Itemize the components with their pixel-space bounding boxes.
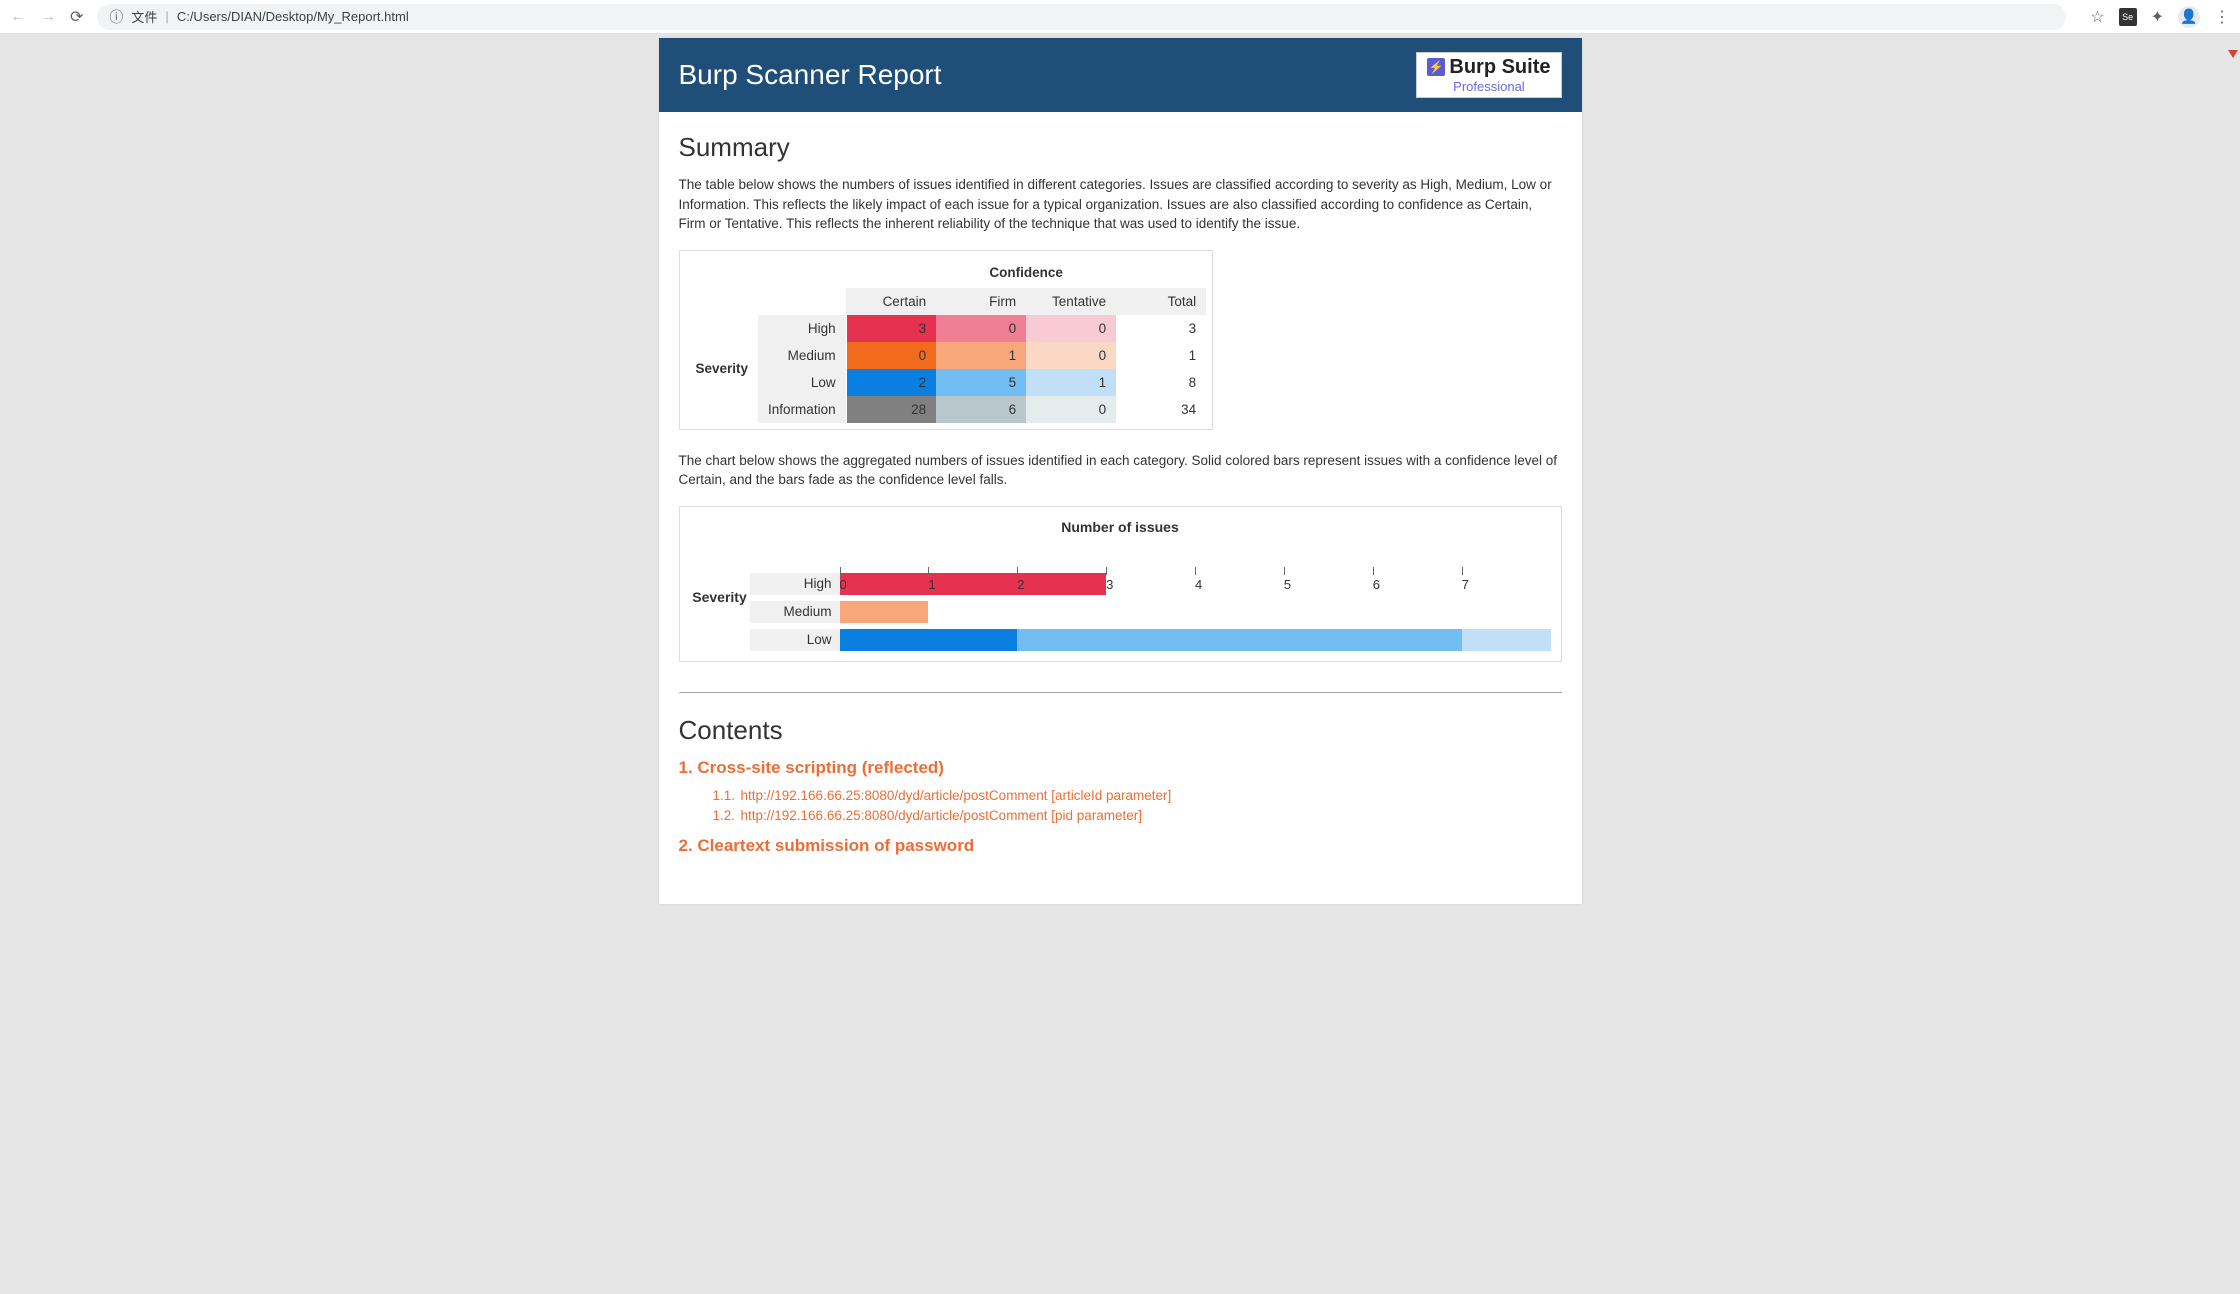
chart-tick: 2 [1017, 567, 1024, 592]
table-row-header: Medium [758, 342, 846, 369]
table-cell: 1 [1116, 342, 1206, 369]
table-cell: 0 [1026, 315, 1116, 342]
table-row-header: High [758, 315, 846, 342]
table-cell: 0 [846, 342, 936, 369]
page-viewport: Burp Scanner Report ⚡ Burp Suite Profess… [0, 34, 2240, 1294]
table-cell: 5 [936, 369, 1026, 396]
chart-tick: 0 [840, 567, 847, 592]
chart-tick: 6 [1373, 567, 1380, 592]
extension-badge[interactable]: Se [2119, 8, 2137, 26]
table-row-caption: Severity [686, 315, 759, 423]
table-cell: 3 [846, 315, 936, 342]
toc-item[interactable]: 1. Cross-site scripting (reflected) [679, 758, 1562, 778]
table-col-header: Certain [846, 288, 936, 315]
summary-heading: Summary [679, 126, 1562, 163]
reload-icon[interactable]: ⟳ [70, 7, 83, 27]
toc-subitem[interactable]: 1.2.http://192.166.66.25:8080/dyd/articl… [679, 806, 1562, 826]
chart-bar-label: Low [750, 629, 840, 651]
back-icon[interactable]: ← [10, 8, 26, 26]
forward-icon[interactable]: → [40, 8, 56, 26]
chart-bar-segment [840, 601, 929, 623]
url-separator: | [165, 9, 168, 24]
extensions-icon[interactable]: ✦ [2151, 7, 2164, 27]
chart-bar-track [840, 601, 1551, 623]
chart-bar-row: Low [750, 629, 1551, 651]
toc-item[interactable]: 2. Cleartext submission of password [679, 836, 1562, 856]
chart-bar-label: High [750, 573, 840, 595]
chart-y-label: Severity [690, 589, 750, 605]
browser-toolbar: ← → ⟳ ⓘ 文件 | C:/Users/DIAN/Desktop/My_Re… [0, 0, 2240, 34]
table-cell: 28 [846, 396, 936, 423]
section-divider [679, 692, 1562, 693]
chart-tick: 7 [1462, 567, 1469, 592]
url-scheme-label: 文件 [131, 7, 157, 26]
menu-icon[interactable]: ⋮ [2214, 7, 2230, 27]
site-info-icon[interactable]: ⓘ [109, 7, 123, 27]
chart-title: Number of issues [690, 515, 1551, 543]
profile-icon[interactable]: 👤 [2178, 6, 2200, 28]
contents-heading: Contents [679, 709, 1562, 746]
chart-bar-segment [1017, 629, 1461, 651]
chart-tick: 3 [1106, 567, 1113, 592]
brand-subtitle: Professional [1427, 77, 1550, 93]
star-icon[interactable]: ☆ [2090, 7, 2104, 27]
brand-mark-icon: ⚡ [1427, 58, 1445, 76]
report-title: Burp Scanner Report [679, 59, 942, 91]
table-cell: 0 [1026, 342, 1116, 369]
table-col-header: Total [1116, 288, 1206, 315]
chart-tick: 4 [1195, 567, 1202, 592]
table-cell: 0 [936, 315, 1026, 342]
table-col-caption: Confidence [846, 257, 1206, 288]
issues-chart: Number of issues Severity 0 1 2 3 4 5 6 7 High Me… [679, 506, 1562, 662]
report-page: Burp Scanner Report ⚡ Burp Suite Profess… [659, 38, 1582, 904]
chart-bar-segment [840, 629, 1018, 651]
summary-intro: The table below shows the numbers of iss… [679, 175, 1562, 234]
chart-bar-segment [840, 573, 1107, 595]
table-cell: 6 [936, 396, 1026, 423]
table-row-header: Information [758, 396, 846, 423]
chart-tick: 5 [1284, 567, 1291, 592]
chart-tick: 1 [928, 567, 935, 592]
address-bar[interactable]: ⓘ 文件 | C:/Users/DIAN/Desktop/My_Report.h… [97, 4, 2066, 30]
table-cell: 0 [1026, 396, 1116, 423]
chart-intro: The chart below shows the aggregated num… [679, 451, 1562, 490]
table-col-header: Tentative [1026, 288, 1116, 315]
table-cell: 3 [1116, 315, 1206, 342]
url-text: C:/Users/DIAN/Desktop/My_Report.html [177, 9, 409, 24]
summary-table: ConfidenceCertainFirmTentativeTotal Sever… [679, 250, 1214, 430]
chart-bar-segment [1462, 629, 1551, 651]
brand-logo: ⚡ Burp Suite Professional [1416, 52, 1561, 98]
brand-name: Burp Suite [1449, 57, 1550, 77]
table-cell: 1 [1026, 369, 1116, 396]
chart-bar-row: High [750, 573, 1551, 595]
report-header: Burp Scanner Report ⚡ Burp Suite Profess… [659, 38, 1582, 112]
chart-bar-row: Medium [750, 601, 1551, 623]
toc-subitem[interactable]: 1.1.http://192.166.66.25:8080/dyd/articl… [679, 786, 1562, 806]
table-cell: 1 [936, 342, 1026, 369]
table-cell: 8 [1116, 369, 1206, 396]
table-cell: 34 [1116, 396, 1206, 423]
chart-bar-track [840, 629, 1551, 651]
table-cell: 2 [846, 369, 936, 396]
table-row-header: Low [758, 369, 846, 396]
chart-bar-label: Medium [750, 601, 840, 623]
table-col-header: Firm [936, 288, 1026, 315]
